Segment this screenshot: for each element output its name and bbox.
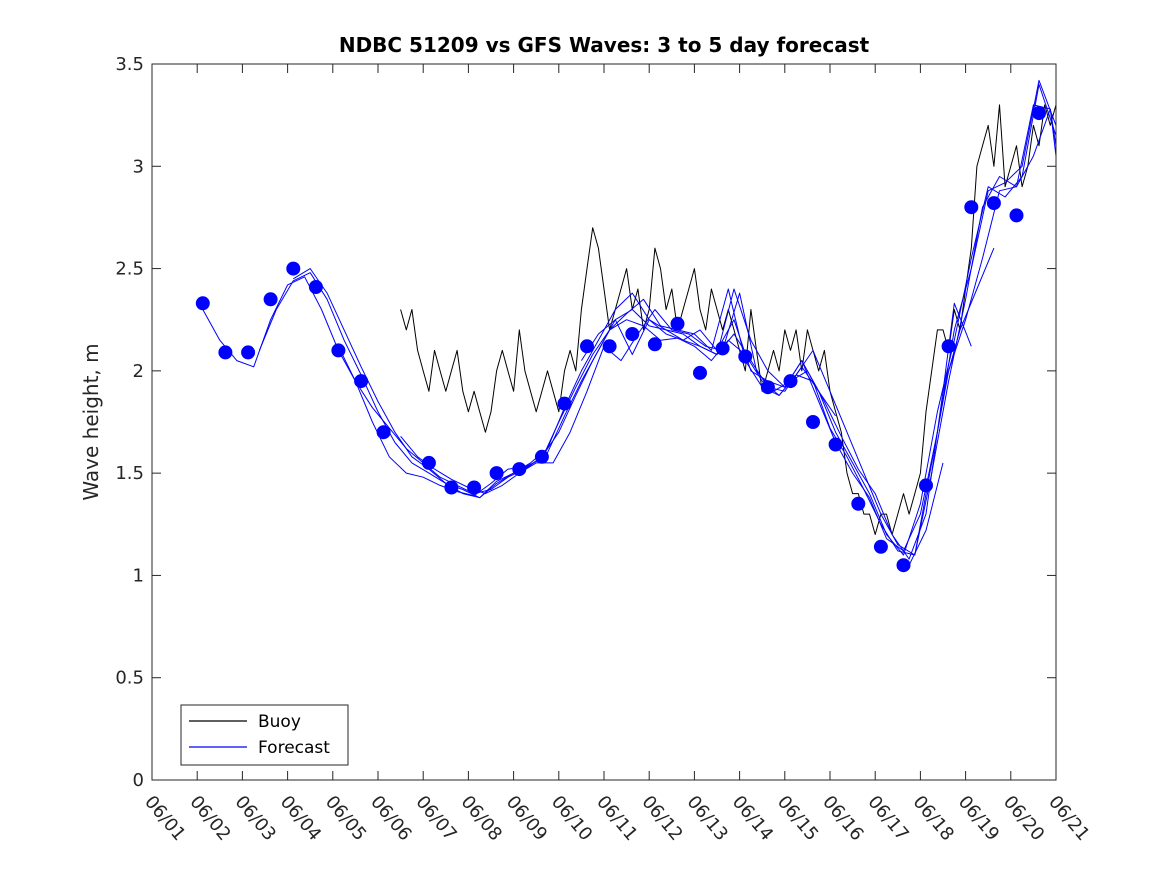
y-tick-label: 2.5 (115, 259, 144, 280)
forecast-point (715, 341, 730, 356)
forecast-point (1009, 208, 1024, 223)
y-tick-label: 3 (133, 156, 144, 177)
forecast-run-line (942, 302, 972, 392)
forecast-point (602, 339, 617, 354)
forecast-point (489, 466, 504, 481)
forecast-run-line (580, 288, 837, 417)
forecast-point (467, 480, 482, 495)
forecast-run-line (337, 104, 1057, 556)
y-axis-label: Wave height, m (79, 343, 103, 500)
forecast-point (263, 292, 278, 307)
legend-box (180, 704, 349, 766)
chart-title: NDBC 51209 vs GFS Waves: 3 to 5 day fore… (339, 33, 870, 57)
forecast-point (241, 345, 256, 360)
forecast-point (670, 316, 685, 331)
forecast-point (218, 345, 233, 360)
forecast-point (851, 496, 866, 511)
forecast-point (195, 296, 210, 311)
forecast-point (376, 425, 391, 440)
forecast-point (919, 478, 933, 493)
y-tick-label: 3.5 (115, 54, 144, 75)
forecast-point (828, 437, 843, 452)
forecast-run-line (908, 462, 944, 566)
forecast-point (421, 455, 436, 470)
forecast-point (941, 339, 956, 354)
forecast-point (806, 415, 820, 429)
forecast-point (557, 396, 572, 411)
forecast-run-line (400, 247, 995, 560)
y-tick-label: 2 (133, 361, 144, 382)
forecast-point (331, 343, 346, 358)
legend-buoy-label: Buoy (258, 712, 301, 732)
forecast-point (783, 374, 798, 389)
forecast-point (580, 339, 594, 354)
legend-forecast-label: Forecast (258, 738, 330, 758)
forecast-point (738, 349, 753, 364)
forecast-point (308, 280, 323, 294)
forecast-point (354, 374, 369, 389)
y-tick-label: 0 (133, 770, 144, 791)
forecast-point (896, 558, 911, 573)
y-tick-label: 1 (133, 565, 144, 586)
y-tick-label: 0.5 (115, 668, 144, 689)
forecast-point (986, 196, 1001, 211)
forecast-point (512, 462, 527, 477)
forecast-point (873, 539, 888, 554)
forecast-point (286, 261, 301, 276)
forecast-point (964, 200, 979, 215)
forecast-point (625, 327, 640, 341)
forecast-point (693, 365, 707, 380)
forecast-run-line (202, 108, 1057, 556)
forecast-point (1032, 106, 1046, 121)
y-tick-label: 1.5 (115, 463, 144, 484)
forecast-point (760, 380, 775, 395)
forecast-point (444, 480, 459, 495)
forecast-point (647, 337, 662, 352)
legend: Buoy Forecast (180, 704, 349, 766)
y-axis: 0 0.5 1 1.5 2 2.5 3 3.5 (115, 54, 1056, 791)
forecast-run-line (293, 79, 1057, 552)
forecast-markers (195, 106, 1046, 573)
forecast-point (534, 449, 549, 464)
